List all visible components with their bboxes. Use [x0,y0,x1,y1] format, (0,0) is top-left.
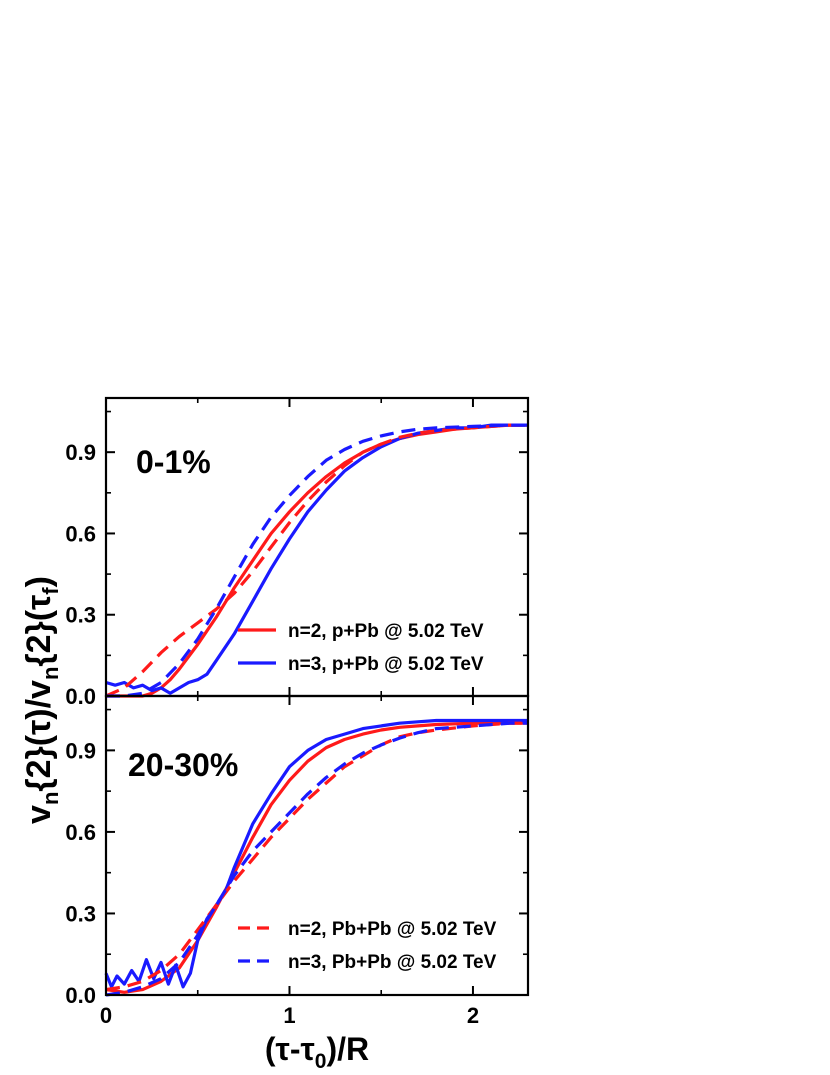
series-line-top-2 [105,423,528,698]
legend-label-bottom-2: n=2, Pb+Pb @ 5.02 TeV [288,919,497,940]
x-tick-label-bottom-1: 1 [283,1003,295,1028]
y-tick-label-top-1: 0.3 [65,603,96,628]
x-tick-label-bottom-2: 2 [467,1003,479,1028]
panel-bottom: 0 1 2 0.0 0.3 0.6 0.9 20-30% n=2, Pb+Pb @ 5.02 T… [65,694,530,1028]
series-line-bottom-3 [105,721,528,997]
y-tick-label-top-2: 0.6 [65,521,96,546]
x-tick-label-bottom-0: 0 [100,1003,112,1028]
series-line-bottom-1 [104,718,528,989]
y-tick-label-bottom-2: 0.6 [65,820,96,845]
y-tick-label-bottom-0: 0.0 [65,983,96,1008]
series-line-top-3 [106,423,528,698]
panels: 0.0 0.3 0.6 0.9 0-1% n=2, p+Pb @ 5.02 TeV n=3,… [65,396,530,1028]
panel-annotation-top: 0-1% [136,444,211,480]
y-axis-label: vn{2}(τ)/vn{2}(τf) [20,576,63,824]
legend-label-top-1: n=3, p+Pb @ 5.02 TeV [288,654,484,675]
legend-top: n=2, p+Pb @ 5.02 TeV n=3, p+Pb @ 5.02 TeV [238,621,484,675]
series-line-bottom-0 [105,721,528,994]
plot-frame-bottom [104,694,530,997]
y-tick-label-bottom-1: 0.3 [65,901,96,926]
panel-top: 0.0 0.3 0.6 0.9 0-1% n=2, p+Pb @ 5.02 TeV n=3,… [65,396,530,709]
y-tick-label-bottom-3: 0.9 [65,738,96,763]
y-tick-label-top-0: 0.0 [65,684,96,709]
x-axis-label: (τ-τ0)/R [265,1031,369,1073]
plot-frame-top [104,396,530,698]
legend-label-top-0: n=2, p+Pb @ 5.02 TeV [288,621,484,642]
legend-bottom: n=2, Pb+Pb @ 5.02 TeV n=3, Pb+Pb @ 5.02 T… [238,919,497,973]
legend-label-bottom-3: n=3, Pb+Pb @ 5.02 TeV [288,952,497,973]
y-tick-label-top-3: 0.9 [65,440,96,465]
panel-annotation-bottom: 20-30% [128,747,238,783]
